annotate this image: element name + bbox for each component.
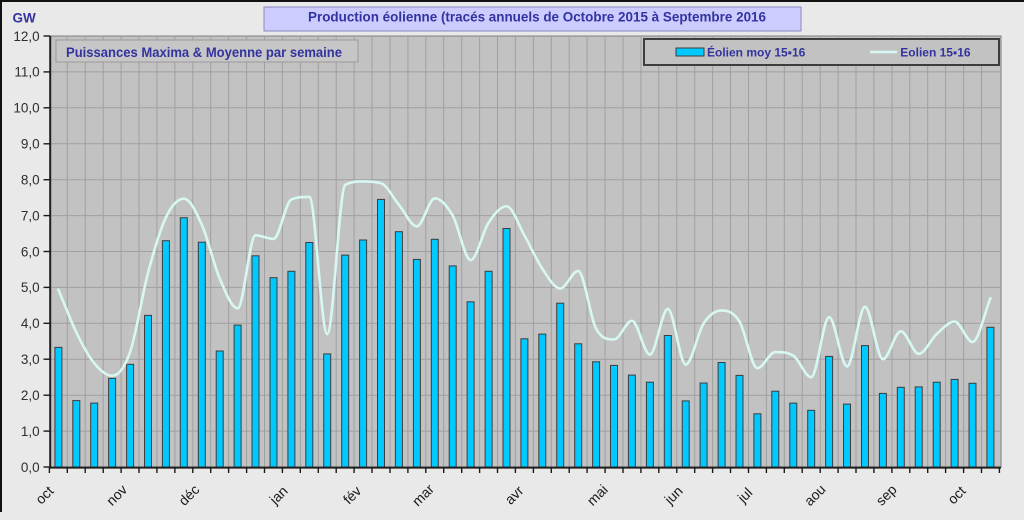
svg-text:6,0: 6,0 [21, 244, 40, 259]
svg-text:9,0: 9,0 [21, 137, 40, 152]
svg-text:10,0: 10,0 [13, 101, 39, 116]
svg-text:Eolien 15▪16: Eolien 15▪16 [900, 46, 971, 60]
svg-text:5,0: 5,0 [21, 280, 40, 295]
svg-text:12,0: 12,0 [13, 29, 39, 44]
svg-text:Production éolienne (tracés an: Production éolienne (tracés annuels de O… [308, 10, 766, 25]
svg-text:2,0: 2,0 [21, 388, 40, 403]
svg-text:0,0: 0,0 [21, 460, 40, 475]
svg-text:GW: GW [13, 10, 37, 25]
svg-text:4,0: 4,0 [21, 316, 40, 331]
svg-text:8,0: 8,0 [21, 173, 40, 188]
svg-text:3,0: 3,0 [21, 352, 40, 367]
svg-text:1,0: 1,0 [21, 424, 40, 439]
svg-text:11,0: 11,0 [14, 65, 39, 80]
svg-text:Éolien moy 15▪16: Éolien moy 15▪16 [707, 45, 806, 60]
svg-text:Puissances Maxima & Moyenne pa: Puissances Maxima & Moyenne par semaine [66, 45, 342, 60]
svg-text:7,0: 7,0 [21, 208, 40, 223]
